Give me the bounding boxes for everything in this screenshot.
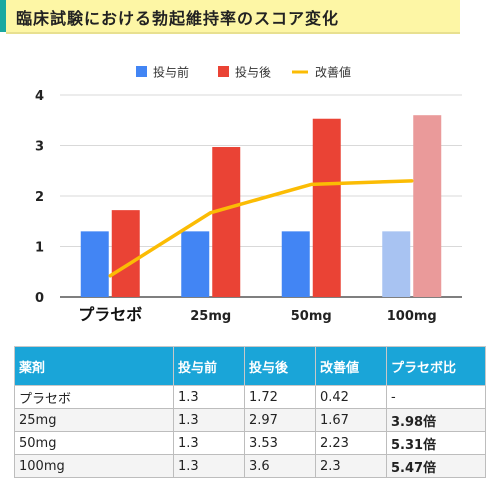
cell-after: 3.6 (244, 454, 316, 478)
bar-after (413, 115, 442, 297)
bar-before (80, 231, 109, 297)
chart-lines (108, 179, 414, 278)
y-tick-label: 4 (35, 89, 44, 104)
cell-ratio: - (386, 385, 486, 409)
cell-drug: 100mg (14, 454, 174, 478)
cell-ratio: 5.47倍 (386, 454, 486, 478)
x-tick-label: 50mg (291, 309, 332, 324)
header-improvement: 改善値 (315, 346, 387, 386)
y-tick-label: 1 (35, 241, 44, 256)
cell-improvement: 1.67 (315, 408, 387, 432)
table-header-row: 薬剤 投与前 投与後 改善値 プラセボ比 (14, 346, 486, 386)
table-body: プラセボ 1.3 1.72 0.42-25mg 1.3 2.97 1.67 3.98倍 50mg… (14, 385, 486, 478)
bar-after (111, 210, 140, 297)
x-tick-label: 100mg (387, 309, 437, 324)
legend-swatch (136, 66, 147, 77)
legend-label: 投与後 (235, 65, 271, 80)
x-axis-ticks: プラセボ 25mg 50mg 100mg (78, 305, 437, 324)
bar-before (181, 231, 210, 297)
cell-before: 1.3 (173, 385, 245, 409)
x-tick-label: 25mg (190, 309, 231, 324)
chart-legend: 投与前 投与後 改善値 (136, 65, 351, 80)
title-banner: 臨床試験における勃起維持率のスコア変化 (0, 0, 460, 32)
legend-label: 投与前 (153, 65, 189, 80)
title-underline (6, 32, 460, 34)
legend-label: 改善値 (315, 65, 351, 80)
table-row: 25mg 1.3 2.97 1.67 3.98倍 (14, 408, 486, 432)
cell-ratio: 5.31倍 (386, 431, 486, 455)
cell-improvement: 2.3 (315, 454, 387, 478)
y-tick-label: 3 (35, 140, 44, 155)
chart-bars (80, 115, 442, 297)
cell-after: 1.72 (244, 385, 316, 409)
x-tick-label: プラセボ (78, 305, 142, 324)
cell-improvement: 2.23 (315, 431, 387, 455)
cell-after: 3.53 (244, 431, 316, 455)
header-drug: 薬剤 (14, 346, 174, 386)
header-after: 投与後 (244, 346, 316, 386)
y-tick-label: 2 (35, 190, 44, 205)
data-table: 薬剤 投与前 投与後 改善値 プラセボ比 プラセボ 1.3 1.72 0.42-25m… (14, 346, 486, 478)
page-title: 臨床試験における勃起維持率のスコア変化 (16, 9, 340, 28)
bar-after (312, 118, 341, 297)
header-placebo-ratio: プラセボ比 (386, 346, 486, 386)
cell-ratio: 3.98倍 (386, 408, 486, 432)
bar-before (281, 231, 310, 297)
cell-before: 1.3 (173, 431, 245, 455)
cell-drug: プラセボ (14, 385, 174, 409)
cell-drug: 25mg (14, 408, 174, 432)
table-row: 100mg 1.3 3.6 2.3 5.47倍 (14, 454, 486, 478)
cell-after: 2.97 (244, 408, 316, 432)
table-row: プラセボ 1.3 1.72 0.42- (14, 385, 486, 409)
cell-before: 1.3 (173, 454, 245, 478)
header-before: 投与前 (173, 346, 245, 386)
cell-drug: 50mg (14, 431, 174, 455)
improvement-line (108, 179, 414, 278)
table-row: 50mg 1.3 3.53 2.23 5.31倍 (14, 431, 486, 455)
combo-chart: 投与前 投与後 改善値 0 1 2 3 4 プラセボ 25mg 50mg 100mg (35, 65, 462, 324)
cell-improvement: 0.42 (315, 385, 387, 409)
cell-before: 1.3 (173, 408, 245, 432)
y-tick-label: 0 (35, 291, 44, 306)
legend-swatch (218, 66, 229, 77)
y-axis-ticks: 0 1 2 3 4 (35, 89, 44, 306)
bar-before (382, 231, 411, 297)
bar-after (212, 147, 241, 297)
